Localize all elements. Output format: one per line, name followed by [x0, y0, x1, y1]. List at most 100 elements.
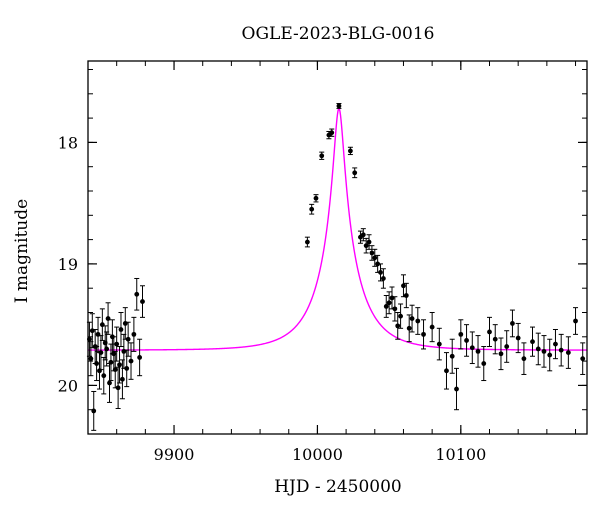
- data-point: [89, 313, 95, 349]
- data-marker: [464, 338, 469, 343]
- data-point: [547, 338, 553, 372]
- data-point: [91, 390, 97, 431]
- data-marker: [369, 250, 375, 256]
- data-point: [400, 274, 406, 298]
- data-marker: [140, 299, 145, 304]
- model-curve-group: [88, 107, 588, 351]
- data-marker: [366, 239, 372, 245]
- model-curve: [88, 107, 588, 351]
- data-point: [521, 342, 527, 375]
- data-marker: [383, 304, 389, 309]
- data-marker: [444, 368, 449, 374]
- data-point: [352, 167, 358, 179]
- data-point: [115, 366, 121, 409]
- data-marker: [114, 341, 120, 347]
- data-point: [389, 286, 395, 310]
- y-axis-label: I magnitude: [12, 199, 32, 303]
- data-point: [363, 237, 369, 254]
- data-marker: [498, 351, 504, 357]
- data-marker: [98, 350, 104, 355]
- data-marker: [530, 339, 535, 345]
- data-marker: [454, 386, 459, 392]
- data-point: [134, 277, 140, 311]
- data-point: [409, 304, 415, 333]
- data-point: [475, 335, 481, 368]
- data-marker: [487, 329, 492, 335]
- data-marker: [117, 362, 122, 368]
- data-marker: [580, 356, 586, 362]
- data-marker: [504, 344, 510, 349]
- data-marker: [134, 291, 140, 297]
- data-point: [125, 321, 131, 357]
- data-point: [454, 367, 460, 411]
- data-point: [565, 336, 571, 369]
- data-point: [486, 316, 492, 348]
- data-marker: [515, 335, 521, 341]
- data-point: [383, 294, 389, 318]
- data-point: [101, 356, 107, 395]
- data-marker: [403, 293, 409, 298]
- data-point: [509, 309, 515, 338]
- x-tick-label: 10000: [292, 445, 343, 464]
- data-point: [403, 282, 409, 309]
- data-marker: [101, 373, 107, 379]
- data-marker: [398, 313, 403, 319]
- data-point: [558, 333, 564, 367]
- data-point: [309, 203, 315, 215]
- data-marker: [336, 103, 342, 109]
- data-marker: [375, 261, 381, 267]
- data-marker: [481, 361, 487, 366]
- data-marker: [565, 350, 571, 355]
- data-marker: [378, 270, 383, 275]
- data-marker: [386, 300, 392, 306]
- data-marker: [304, 239, 310, 245]
- data-marker: [475, 348, 481, 354]
- data-marker: [120, 376, 125, 382]
- data-marker: [363, 243, 369, 249]
- data-marker: [553, 341, 558, 347]
- data-marker: [88, 356, 94, 362]
- axis-ticks: 9900 10000 10100 18 19 20: [58, 61, 587, 464]
- data-marker: [319, 153, 325, 159]
- data-marker: [573, 318, 578, 324]
- data-marker: [409, 316, 415, 321]
- data-marker: [104, 346, 110, 352]
- data-point: [498, 337, 504, 371]
- data-point: [421, 319, 427, 350]
- data-point: [137, 338, 143, 377]
- data-point: [530, 326, 536, 357]
- data-marker: [118, 327, 124, 332]
- data-point: [104, 331, 110, 367]
- data-marker: [436, 341, 442, 347]
- data-point: [395, 312, 401, 340]
- data-point: [112, 350, 118, 389]
- data-marker: [94, 361, 100, 366]
- data-point: [118, 312, 124, 348]
- data-point: [304, 236, 310, 248]
- data-marker: [108, 359, 114, 365]
- y-tick-label: 20: [58, 376, 78, 395]
- data-marker: [558, 347, 564, 353]
- x-tick-label: 9900: [154, 445, 195, 464]
- plot-frame: [87, 60, 588, 435]
- data-marker: [131, 331, 137, 337]
- x-tick-label: 10100: [435, 445, 486, 464]
- data-marker: [91, 408, 97, 414]
- data-marker: [421, 331, 426, 337]
- data-point: [504, 330, 510, 363]
- data-marker: [395, 323, 401, 329]
- data-marker: [547, 352, 553, 358]
- data-marker: [458, 331, 464, 337]
- data-point: [481, 346, 487, 382]
- data-marker: [309, 206, 315, 212]
- data-marker: [115, 385, 121, 391]
- data-point: [131, 316, 137, 352]
- data-marker: [125, 336, 131, 342]
- data-point: [366, 234, 372, 250]
- data-marker: [429, 324, 435, 330]
- data-point: [415, 307, 421, 335]
- data-marker: [313, 195, 319, 201]
- data-point: [429, 312, 435, 343]
- data-marker: [510, 321, 515, 326]
